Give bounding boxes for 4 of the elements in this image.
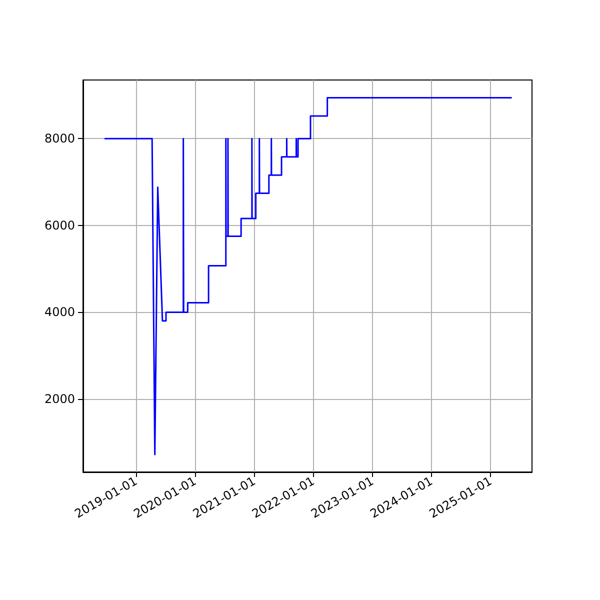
y-tick-label: 2000: [44, 392, 75, 406]
y-tick-label: 4000: [44, 305, 75, 320]
y-tick-label: 6000: [44, 218, 75, 232]
y-tick-label: 8000: [44, 132, 75, 146]
